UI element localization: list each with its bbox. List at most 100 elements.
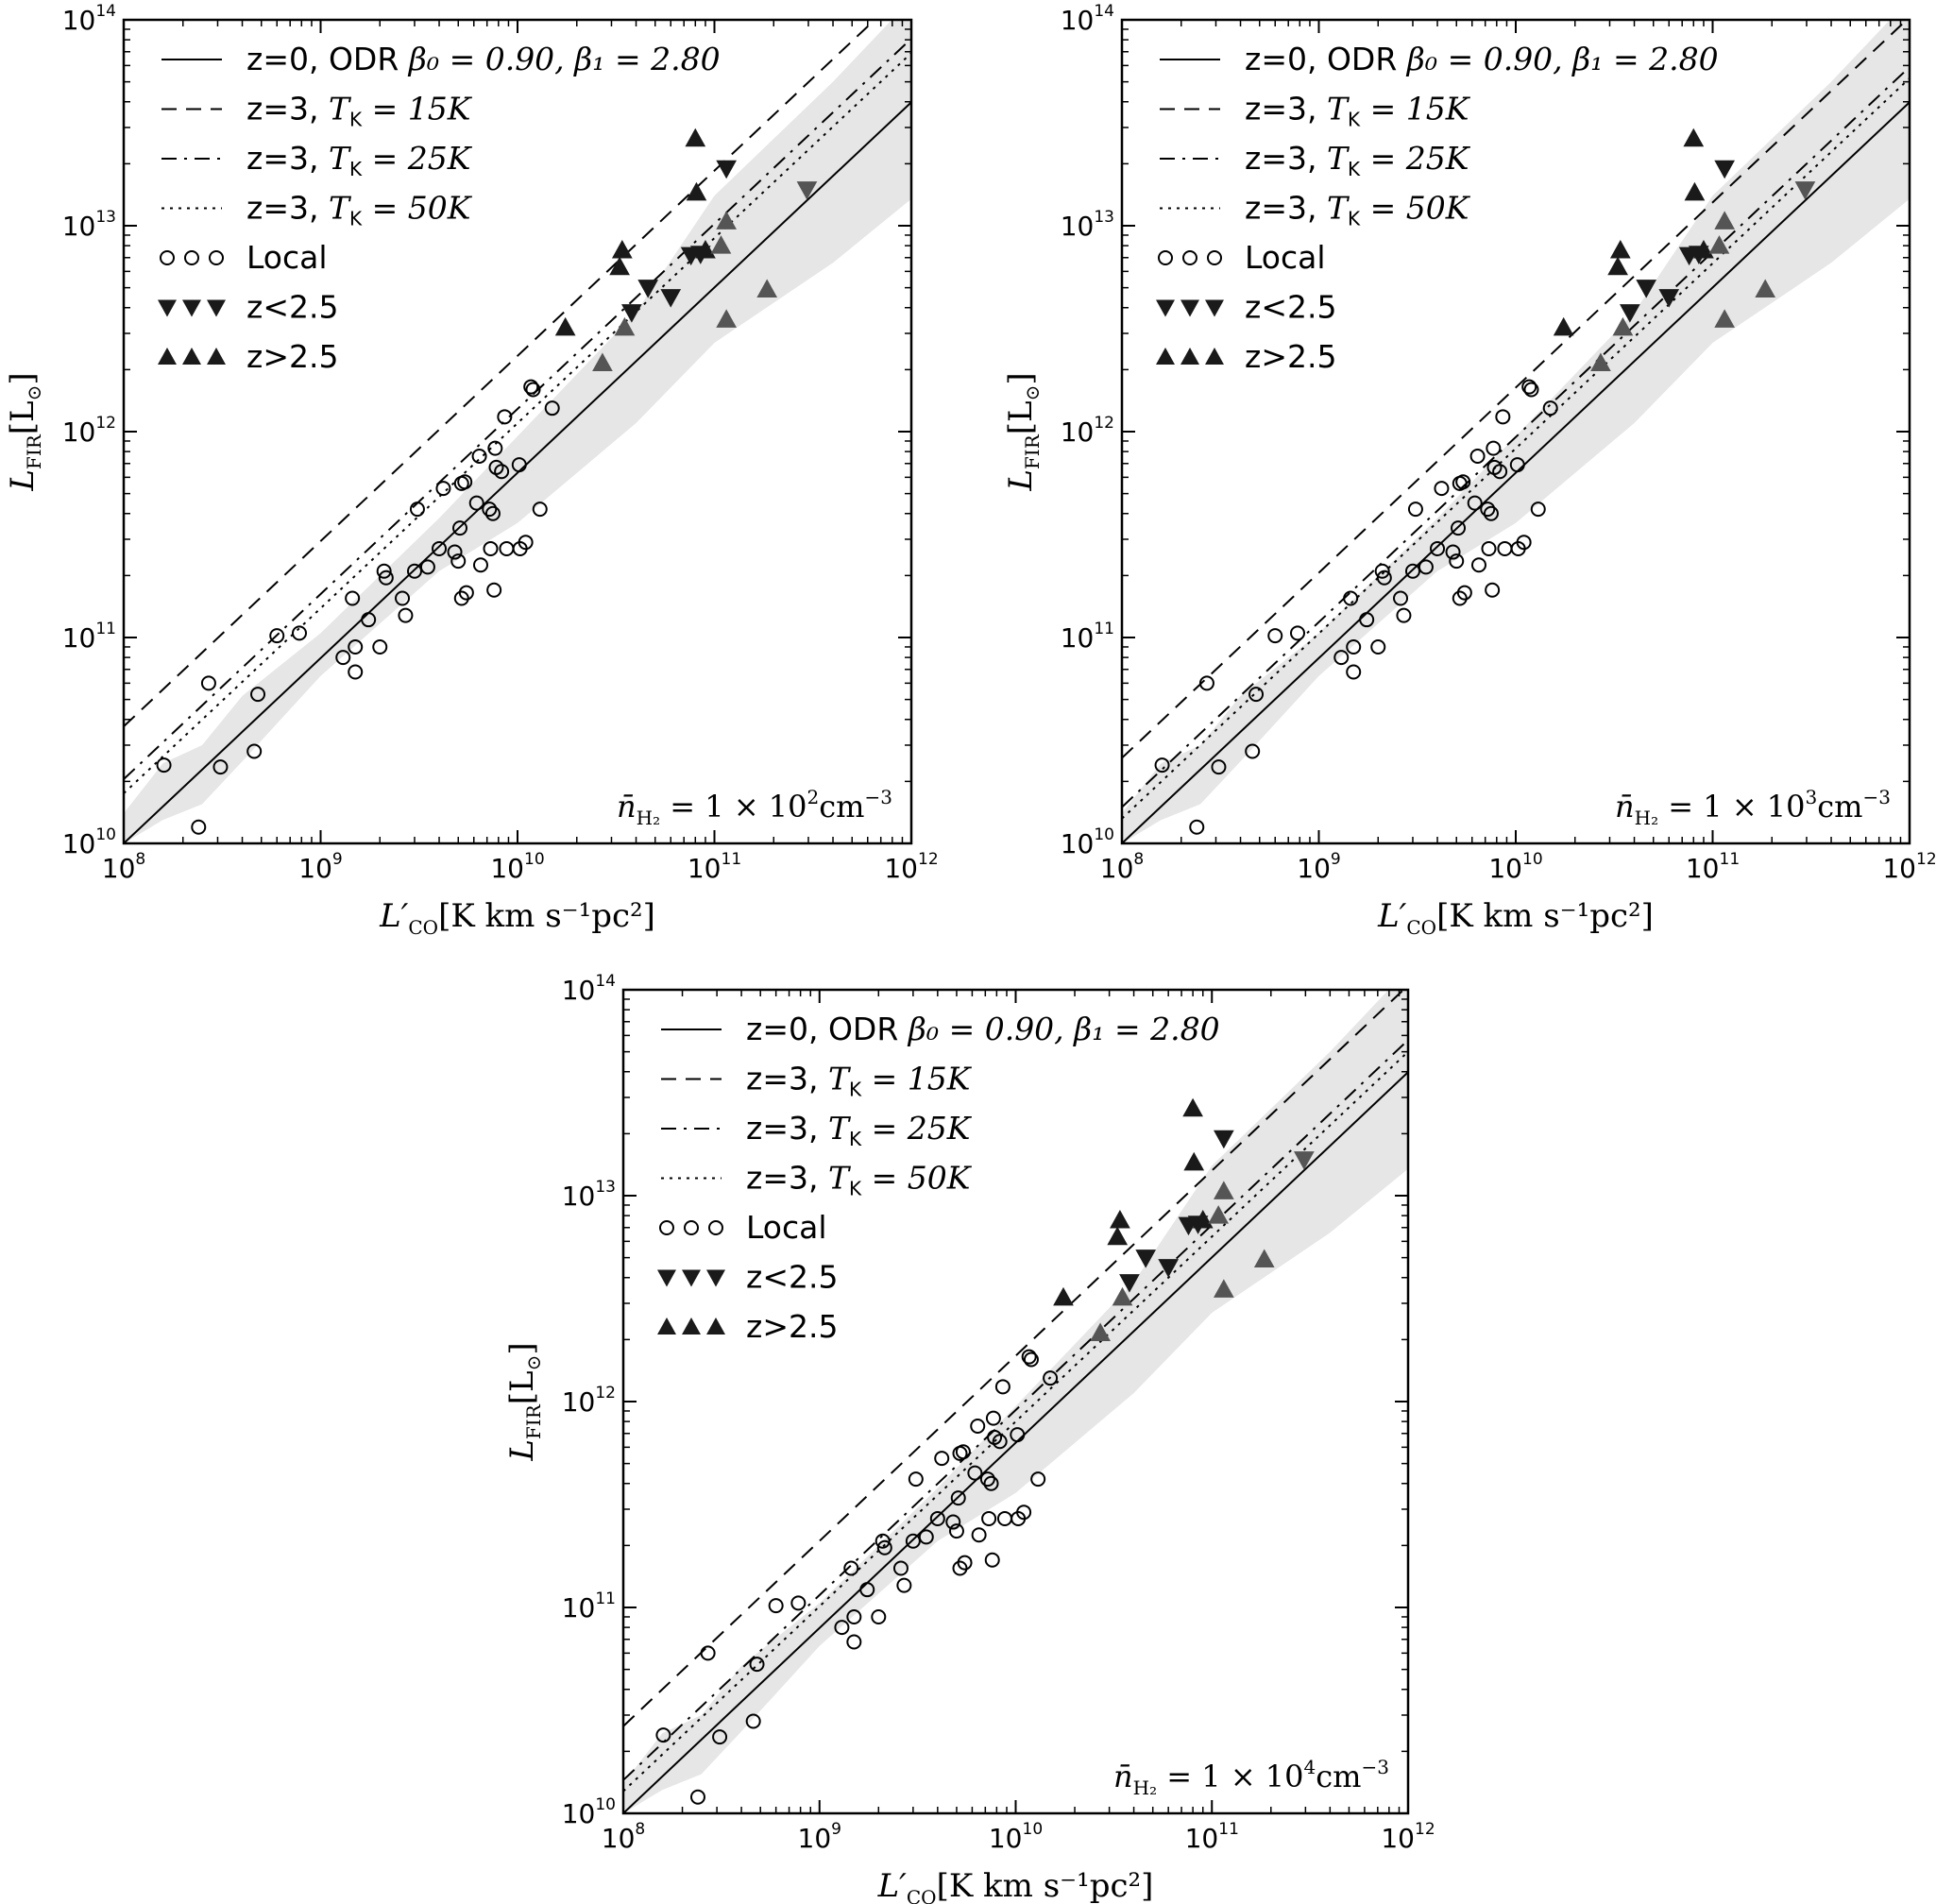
legend-marker-circle (160, 250, 175, 265)
local-point (471, 448, 487, 464)
local-point (871, 1608, 887, 1624)
z-gt-2.5-point (695, 239, 716, 259)
local-point (378, 570, 394, 586)
legend-entry: z>2.5 (158, 338, 338, 375)
legend-entry: Local (160, 239, 328, 276)
local-point (458, 585, 474, 601)
legend-entry: z=3, TK = 25K (161, 140, 473, 180)
local-point (985, 1410, 1001, 1426)
z-gt-2.5-point (686, 181, 707, 201)
z-gt-2.5-point (1183, 1151, 1205, 1171)
z-lt-2.5-point (796, 181, 818, 200)
legend-label: z=3, TK = 25K (246, 140, 473, 180)
local-point (499, 540, 515, 556)
x-tick-label: 109 (1297, 850, 1340, 884)
z-gt-2.5-point (1090, 1322, 1111, 1342)
legend-marker-up (1205, 348, 1224, 365)
local-point (983, 1475, 999, 1491)
legend-label: Local (746, 1209, 827, 1246)
legend-entry: z=3, TK = 50K (161, 190, 473, 230)
legend-marker-down (182, 299, 201, 317)
local-point (955, 1444, 971, 1460)
local-point (494, 464, 510, 480)
z-gt-2.5-point (710, 235, 732, 254)
local-point (1245, 743, 1261, 759)
series-line-dashed (1122, 20, 1909, 759)
local-point (1010, 1427, 1026, 1443)
x-tick-label: 108 (102, 850, 145, 884)
x-tick-label: 109 (298, 850, 342, 884)
local-point (689, 1789, 705, 1805)
local-point (1485, 582, 1501, 598)
series-line-solid (1122, 101, 1910, 843)
local-point (1449, 553, 1465, 570)
local-point (497, 409, 513, 425)
z-gt-2.5-point (1553, 316, 1574, 336)
local-point (1359, 612, 1375, 628)
y-tick-label: 1013 (562, 1178, 616, 1212)
legend-marker-down (158, 299, 177, 317)
local-point (1030, 1471, 1046, 1488)
z-gt-2.5-point (1755, 279, 1776, 298)
legend-label: z>2.5 (1245, 338, 1336, 375)
legend-marker-up (1180, 348, 1199, 365)
local-point (1346, 664, 1362, 680)
local-point (1189, 819, 1205, 835)
local-point (1483, 505, 1499, 521)
legend: z=0, ODR β₀ = 0.90, β₁ = 2.80 z=3, TK = 1… (657, 1011, 1220, 1345)
local-point (544, 400, 560, 416)
legend-entry: z=3, TK = 15K (1160, 91, 1471, 131)
local-point (457, 474, 473, 490)
local-point (1509, 457, 1525, 473)
legend-label: z<2.5 (246, 289, 338, 326)
local-point (1455, 474, 1471, 490)
y-tick-label: 1014 (62, 2, 116, 36)
local-point (957, 1555, 973, 1571)
legend-marker-down (1180, 299, 1199, 317)
local-point (1542, 400, 1558, 416)
legend-marker-up (182, 348, 201, 365)
local-point (395, 590, 411, 606)
z-lt-2.5-point (660, 289, 682, 308)
local-point (749, 1657, 765, 1673)
local-point (929, 1510, 945, 1526)
local-point (1521, 379, 1537, 395)
local-point (335, 650, 351, 666)
local-point (834, 1620, 850, 1636)
legend-entry: z=3, TK = 15K (161, 91, 473, 131)
local-point (468, 495, 484, 511)
local-point (1376, 570, 1392, 586)
legend-marker-down (1205, 299, 1224, 317)
local-point (1290, 625, 1306, 641)
local-point (191, 819, 207, 835)
z-gt-2.5-point (1107, 1226, 1129, 1246)
y-axis-label: LFIR[L⊙] (1002, 372, 1044, 491)
z-gt-2.5-point (609, 256, 630, 276)
z-gt-2.5-point (1112, 1286, 1133, 1306)
local-point (1023, 1352, 1039, 1368)
z-lt-2.5-point (1636, 280, 1657, 298)
series-line-dashdot (1122, 66, 1910, 808)
local-point (1404, 563, 1420, 579)
local-point (406, 563, 422, 579)
local-point (1211, 759, 1227, 775)
local-point (875, 1533, 891, 1549)
z-gt-2.5-point (1714, 211, 1736, 230)
y-tick-label: 1010 (1061, 825, 1114, 859)
density-annotation: n̄H₂ = 1 × 102cm−3 (617, 786, 892, 829)
density-annotation: n̄H₂ = 1 × 104cm−3 (1113, 1756, 1389, 1799)
local-point (432, 540, 448, 556)
x-tick-label: 1011 (688, 850, 741, 884)
local-point (1430, 540, 1446, 556)
legend-marker-circle (1207, 250, 1222, 265)
legend-marker-circle (209, 250, 224, 265)
z-gt-2.5-point (611, 239, 633, 259)
local-point (361, 612, 377, 628)
local-point (487, 440, 503, 456)
legend-entry: z=0, ODR β₀ = 0.90, β₁ = 2.80 (661, 1011, 1220, 1047)
legend-label: z=3, TK = 15K (246, 91, 473, 131)
local-point (1523, 382, 1539, 398)
local-point (348, 638, 364, 654)
legend-marker-down (207, 299, 226, 317)
